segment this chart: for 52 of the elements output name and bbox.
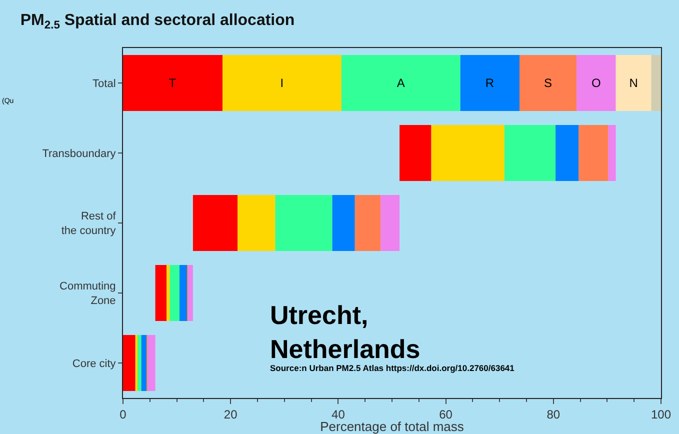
bar [341, 55, 460, 111]
bar [238, 195, 276, 251]
x-tick-label: 80 [546, 407, 560, 422]
bar [400, 125, 432, 181]
bar [520, 55, 577, 111]
y-tick-label: Rest of the country [61, 210, 117, 237]
chart-title: PM$_{2.5}$ Spatial and sectoral allocation [20, 12, 295, 32]
series-label: I [280, 76, 284, 90]
bar [141, 335, 147, 391]
series-label: S [544, 76, 552, 90]
bar [179, 265, 188, 321]
annotation: Utrecht, Netherlands [270, 300, 420, 364]
bar [431, 125, 504, 181]
bar [578, 125, 608, 181]
bar [616, 55, 652, 111]
y-tick-label: Transboundary [42, 148, 116, 160]
x-tick-label: 20 [224, 407, 238, 422]
bar [123, 55, 223, 111]
x-tick-label: 0 [120, 407, 127, 422]
y-tick-label: Core city [72, 358, 116, 370]
bar [556, 125, 579, 181]
bar [155, 265, 167, 321]
series-label: N [629, 76, 638, 90]
bar [275, 195, 332, 251]
x-tick-label: 40 [332, 407, 346, 422]
bar [170, 265, 180, 321]
bar [651, 55, 661, 111]
series-label: T [168, 76, 177, 90]
bar [166, 265, 170, 321]
bar [123, 335, 136, 391]
bar [188, 265, 193, 321]
bar [608, 125, 616, 181]
bar [222, 55, 342, 111]
series-label: O [592, 76, 601, 90]
x-axis-title: Percentage of total mass [320, 419, 464, 434]
y-tick-label: Commuting Zone [60, 280, 116, 307]
bar [460, 55, 520, 111]
bar [135, 335, 138, 391]
bar [138, 335, 142, 391]
series-label: A [396, 76, 405, 90]
series-label: R [485, 76, 494, 90]
bar [354, 195, 381, 251]
bar [148, 335, 156, 391]
y-tick-label: Total [92, 78, 116, 90]
x-tick-label: 100 [650, 407, 672, 422]
bar [576, 55, 616, 111]
bar [504, 125, 556, 181]
bar [380, 195, 400, 251]
bar [332, 195, 355, 251]
bar [192, 195, 238, 251]
x-tick-label: 60 [439, 407, 453, 422]
annotation: Source:n Urban PM2.5 Atlas https://dx.doi.org/10.2760/63641 [270, 363, 515, 373]
